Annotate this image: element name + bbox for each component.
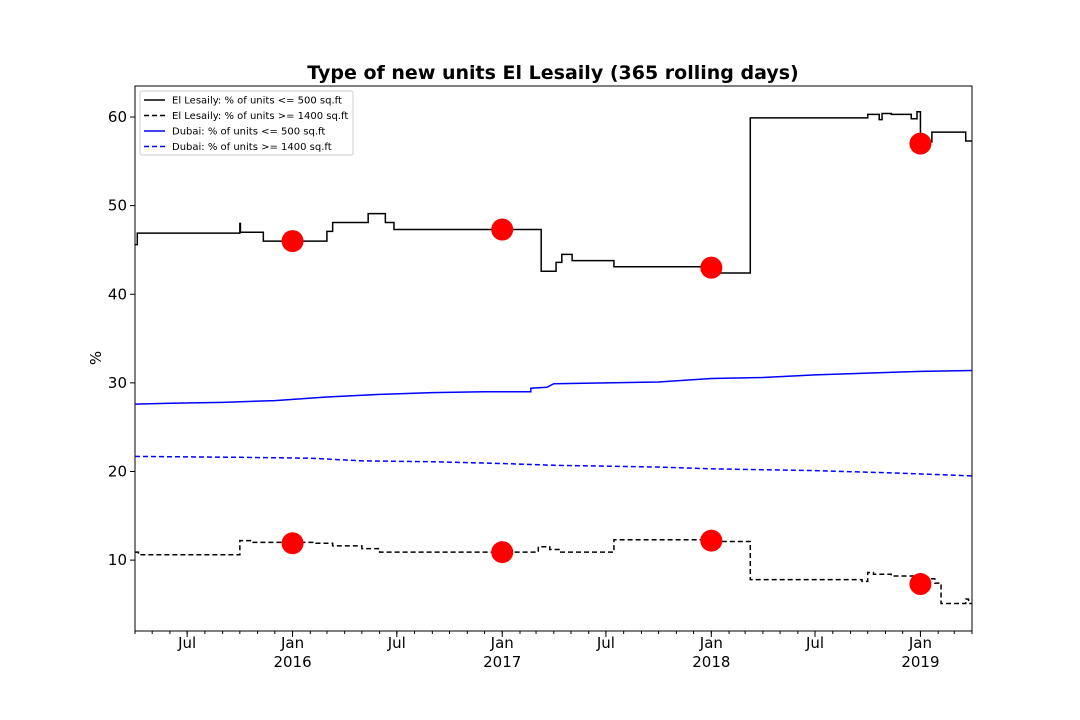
x-tick-label: Jan [699,634,723,652]
data-point-marker [281,532,304,555]
x-tick-label: Jul [805,634,824,652]
data-point-marker [700,256,723,279]
data-point-marker [281,230,304,253]
x-tick-year-label: 2019 [901,653,939,671]
legend-box [139,90,354,156]
plot-area [134,85,973,632]
x-tick-year-label: 2018 [692,653,730,671]
y-tick-label: 50 [108,197,127,215]
x-tick-year-label: 2016 [273,653,311,671]
legend: El Lesaily: % of units <= 500 sq.ft El Le… [139,90,354,156]
legend-label: El Lesaily: % of units <= 500 sq.ft [172,96,342,107]
y-tick-label: 40 [108,285,127,303]
series-line-dubai-of-units-500-sq-ft [134,369,973,405]
data-point-marker [491,541,514,564]
series-line-dubai-of-units-1400-sq-ft [134,455,973,477]
x-tick-label: Jan [908,634,932,652]
legend-label: Dubai: % of units >= 1400 sq.ft [172,142,332,153]
y-tick-label: 20 [108,462,127,480]
data-point-marker [491,218,514,241]
data-point-marker [909,573,932,596]
y-tick-label: 10 [108,551,127,569]
x-tick-label: Jul [596,634,615,652]
data-point-marker [700,529,723,552]
series-line-el-lesaily-of-units-1400-sq-ft [135,538,972,605]
x-tick-label: Jul [177,634,196,652]
legend-label: Dubai: % of units <= 500 sq.ft [172,127,325,138]
x-tick-label: Jul [387,634,406,652]
x-tick-year-label: 2017 [483,653,521,671]
y-tick-label: 30 [108,374,127,392]
chart-title: Type of new units El Lesaily (365 rollin… [307,62,798,84]
y-tick-label: 60 [108,108,127,126]
marker-layer [281,132,932,596]
legend-label: El Lesaily: % of units >= 1400 sq.ft [172,111,348,122]
data-point-marker [909,132,932,155]
y-axis-label: % [87,351,105,365]
x-tick-label: Jan [490,634,514,652]
x-tick-label: Jan [280,634,304,652]
